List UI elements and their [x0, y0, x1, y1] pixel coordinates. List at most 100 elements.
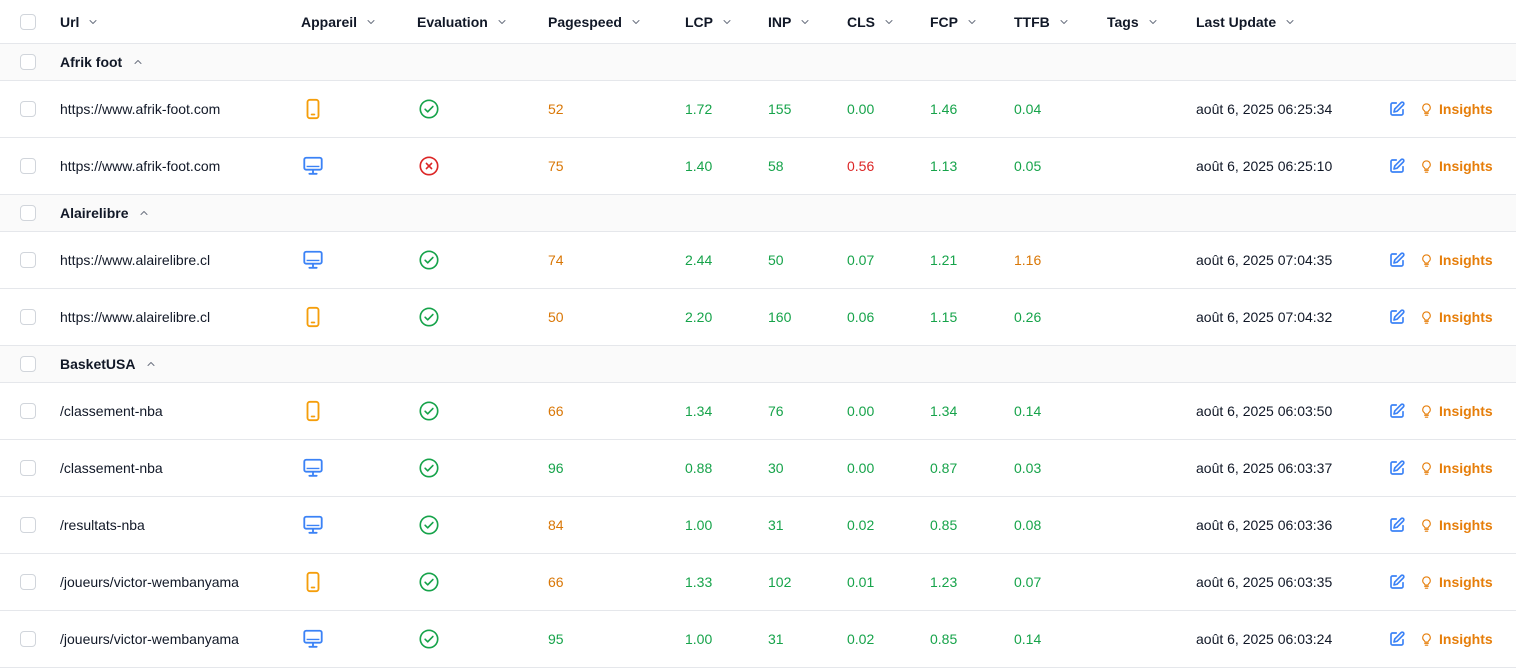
url-cell[interactable]: /joueurs/victor-wembanyama	[60, 631, 239, 647]
chevron-down-icon[interactable]	[1284, 16, 1296, 28]
chevron-down-icon[interactable]	[966, 16, 978, 28]
chevron-up-icon[interactable]	[145, 358, 157, 370]
select-all-checkbox-cell[interactable]	[20, 0, 36, 44]
chevron-down-icon[interactable]	[1147, 16, 1159, 28]
inp-value: 160	[768, 309, 792, 325]
cls-value: 0.02	[847, 517, 875, 533]
group-checkbox[interactable]	[20, 205, 36, 221]
table-row[interactable]: https://www.alairelibre.cl 50 2.20 160 0.06 1…	[0, 289, 1516, 346]
group-checkbox[interactable]	[20, 54, 36, 70]
chevron-down-icon[interactable]	[883, 16, 895, 28]
chevron-up-icon[interactable]	[132, 56, 144, 68]
lightbulb-icon	[1419, 159, 1434, 174]
group-checkbox-cell[interactable]	[20, 44, 36, 80]
insights-button[interactable]: Insights	[1419, 138, 1493, 194]
column-header-appareil[interactable]: Appareil	[301, 0, 377, 44]
table-row[interactable]: /resultats-nba 84 1.00 31 0.02 0.85 0.08 août 6…	[0, 497, 1516, 554]
row-checkbox-cell[interactable]	[20, 383, 36, 439]
chevron-down-icon[interactable]	[87, 16, 99, 28]
check-circle-icon	[418, 611, 440, 667]
row-checkbox[interactable]	[20, 403, 36, 419]
chevron-down-icon[interactable]	[1058, 16, 1070, 28]
group-row[interactable]: Alairelibre	[0, 195, 1516, 232]
row-checkbox[interactable]	[20, 631, 36, 647]
column-header-ttfb[interactable]: TTFB	[1014, 0, 1070, 44]
group-checkbox-cell[interactable]	[20, 195, 36, 231]
row-checkbox-cell[interactable]	[20, 440, 36, 496]
x-circle-icon	[418, 138, 440, 194]
url-cell[interactable]: /resultats-nba	[60, 517, 145, 533]
insights-button[interactable]: Insights	[1419, 611, 1493, 667]
row-checkbox[interactable]	[20, 517, 36, 533]
select-all-checkbox[interactable]	[20, 14, 36, 30]
pagespeed-value: 96	[548, 460, 564, 476]
edit-icon[interactable]	[1388, 440, 1406, 496]
insights-button[interactable]: Insights	[1419, 232, 1493, 288]
edit-icon[interactable]	[1388, 554, 1406, 610]
column-header-tags[interactable]: Tags	[1107, 0, 1159, 44]
column-header-evaluation[interactable]: Evaluation	[417, 0, 508, 44]
edit-icon[interactable]	[1388, 81, 1406, 137]
url-cell[interactable]: https://www.afrik-foot.com	[60, 158, 221, 174]
column-header-cls[interactable]: CLS	[847, 0, 895, 44]
group-row[interactable]: Afrik foot	[0, 44, 1516, 81]
group-row[interactable]: BasketUSA	[0, 346, 1516, 383]
row-checkbox[interactable]	[20, 460, 36, 476]
url-cell[interactable]: /classement-nba	[60, 460, 163, 476]
chevron-down-icon[interactable]	[496, 16, 508, 28]
row-checkbox-cell[interactable]	[20, 232, 36, 288]
row-checkbox[interactable]	[20, 574, 36, 590]
column-header-url[interactable]: Url	[60, 0, 99, 44]
table-row[interactable]: /classement-nba 66 1.34 76 0.00 1.34 0.14 août …	[0, 383, 1516, 440]
edit-icon[interactable]	[1388, 383, 1406, 439]
url-cell[interactable]: /classement-nba	[60, 403, 163, 419]
chevron-down-icon[interactable]	[799, 16, 811, 28]
chevron-down-icon[interactable]	[630, 16, 642, 28]
insights-button[interactable]: Insights	[1419, 81, 1493, 137]
edit-icon[interactable]	[1388, 289, 1406, 345]
row-checkbox-cell[interactable]	[20, 497, 36, 553]
table-row[interactable]: /joueurs/victor-wembanyama 66 1.33 102 0.01 1…	[0, 554, 1516, 611]
edit-icon[interactable]	[1388, 232, 1406, 288]
edit-icon[interactable]	[1388, 611, 1406, 667]
table-row[interactable]: /classement-nba 96 0.88 30 0.00 0.87 0.03 août …	[0, 440, 1516, 497]
url-cell[interactable]: https://www.alairelibre.cl	[60, 309, 211, 325]
insights-button[interactable]: Insights	[1419, 383, 1493, 439]
url-cell[interactable]: /joueurs/victor-wembanyama	[60, 574, 239, 590]
column-header-last-update[interactable]: Last Update	[1196, 0, 1296, 44]
url-cell[interactable]: https://www.alairelibre.cl	[60, 252, 211, 268]
insights-button[interactable]: Insights	[1419, 497, 1493, 553]
insights-button[interactable]: Insights	[1419, 554, 1493, 610]
column-header-inp[interactable]: INP	[768, 0, 811, 44]
edit-icon[interactable]	[1388, 497, 1406, 553]
row-checkbox-cell[interactable]	[20, 289, 36, 345]
insights-button[interactable]: Insights	[1419, 440, 1493, 496]
table-row[interactable]: https://www.afrik-foot.com 52 1.72 155 0.00 1…	[0, 81, 1516, 138]
chevron-down-icon[interactable]	[365, 16, 377, 28]
column-header-pagespeed[interactable]: Pagespeed	[548, 0, 642, 44]
pagespeed-value: 95	[548, 631, 564, 647]
table-row[interactable]: https://www.afrik-foot.com 75 1.40 58 0.56 1.…	[0, 138, 1516, 195]
fcp-value: 1.23	[930, 574, 958, 590]
group-checkbox[interactable]	[20, 356, 36, 372]
chevron-up-icon[interactable]	[138, 207, 150, 219]
table-row[interactable]: /joueurs/victor-wembanyama 95 1.00 31 0.02 0.…	[0, 611, 1516, 668]
url-cell[interactable]: https://www.afrik-foot.com	[60, 101, 221, 117]
row-checkbox[interactable]	[20, 309, 36, 325]
row-checkbox-cell[interactable]	[20, 611, 36, 667]
chevron-down-icon[interactable]	[721, 16, 733, 28]
row-checkbox-cell[interactable]	[20, 554, 36, 610]
last-update-value: août 6, 2025 06:03:35	[1196, 574, 1333, 590]
column-header-lcp[interactable]: LCP	[685, 0, 733, 44]
edit-icon[interactable]	[1388, 138, 1406, 194]
insights-button[interactable]: Insights	[1419, 289, 1493, 345]
row-checkbox[interactable]	[20, 101, 36, 117]
row-checkbox-cell[interactable]	[20, 138, 36, 194]
table-row[interactable]: https://www.alairelibre.cl 74 2.44 50 0.07 1.…	[0, 232, 1516, 289]
column-header-fcp[interactable]: FCP	[930, 0, 978, 44]
group-checkbox-cell[interactable]	[20, 346, 36, 382]
row-checkbox[interactable]	[20, 252, 36, 268]
row-checkbox[interactable]	[20, 158, 36, 174]
row-checkbox-cell[interactable]	[20, 81, 36, 137]
cls-value: 0.00	[847, 403, 875, 419]
